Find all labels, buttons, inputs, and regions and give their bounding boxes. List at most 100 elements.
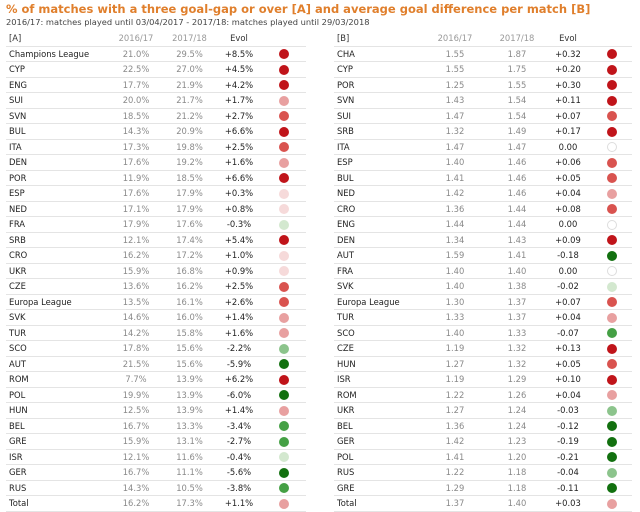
- table-a-cell-label: Europa League: [6, 294, 110, 310]
- table-b-cell-v2: 1.44: [490, 201, 544, 217]
- table-b-cell-evol: -0.18: [544, 247, 592, 264]
- table-a-cell-label: SVK: [6, 309, 110, 326]
- table-a-cell-label: RUS: [6, 480, 110, 496]
- table-b-cell-v2: 1.55: [490, 77, 544, 93]
- table-b-cell-indicator: [592, 154, 632, 171]
- table-a-cell-evol: +1.7%: [217, 92, 261, 109]
- table-b-cell-v1: 1.43: [420, 92, 490, 109]
- table-a-cell-v2: 13.1%: [162, 433, 217, 450]
- table-a-cell-label: GRE: [6, 433, 110, 450]
- table-a-cell-indicator: [261, 464, 306, 481]
- page-subtitle: 2016/17: matches played until 03/04/2017…: [6, 17, 370, 27]
- table-b-cell-label: Total: [334, 495, 420, 512]
- table-b-cell-v1: 1.40: [420, 278, 490, 295]
- table-b-cell-evol: -0.03: [544, 402, 592, 419]
- evolution-dot-icon: [607, 390, 617, 400]
- table-b-cell-v1: 1.29: [420, 480, 490, 496]
- table-b-cell-indicator: [592, 495, 632, 512]
- table-b-cell-indicator: [592, 278, 632, 295]
- table-a-cell-evol: -2.2%: [217, 340, 261, 357]
- table-a-cell-evol: +6.6%: [217, 123, 261, 140]
- table-b-cell-evol: +0.11: [544, 92, 592, 109]
- table-a-cell-label: SUI: [6, 92, 110, 109]
- table-row: CRO 16.2% 17.2% +1.0%: [6, 247, 306, 264]
- evolution-dot-icon: [607, 235, 617, 245]
- table-a-cell-label: POL: [6, 387, 110, 403]
- table-a-cell-v1: 19.9%: [110, 387, 162, 403]
- table-b-cell-label: POR: [334, 77, 420, 93]
- table-b-cell-v1: 1.44: [420, 216, 490, 233]
- table-a-cell-indicator: [261, 201, 306, 217]
- table-b-cell-evol: +0.09: [544, 232, 592, 248]
- table-a-cell-label: GER: [6, 464, 110, 481]
- table-b-cell-evol: +0.07: [544, 294, 592, 310]
- table-b-cell-evol: +0.07: [544, 108, 592, 124]
- table-a-cell-evol: -2.7%: [217, 433, 261, 450]
- table-a-cell-v2: 11.1%: [162, 464, 217, 481]
- table-b-cell-evol: +0.13: [544, 340, 592, 357]
- table-row: NED 1.42 1.46 +0.04: [334, 185, 632, 202]
- table-a-cell-v2: 15.8%: [162, 325, 217, 341]
- table-b-cell-v1: 1.32: [420, 123, 490, 140]
- table-row: UKR 1.27 1.24 -0.03: [334, 402, 632, 419]
- evolution-dot-icon: [278, 343, 289, 354]
- evolution-dot-icon: [607, 421, 617, 431]
- table-b-cell-v1: 1.22: [420, 387, 490, 403]
- evolution-dot-icon: [607, 266, 617, 276]
- table-b-cell-evol: -0.11: [544, 480, 592, 496]
- table-a-cell-v1: 11.9%: [110, 170, 162, 186]
- table-a-cell-indicator: [261, 340, 306, 357]
- table-b-cell-label: SCO: [334, 325, 420, 341]
- table-a-header-cell: 2016/17: [110, 31, 162, 47]
- table-b-cell-indicator: [592, 340, 632, 357]
- table-b-cell-label: SVN: [334, 92, 420, 109]
- table-row: CZE 13.6% 16.2% +2.5%: [6, 278, 306, 295]
- table-row: ROM 7.7% 13.9% +6.2%: [6, 371, 306, 388]
- table-a-cell-indicator: [261, 61, 306, 78]
- table-a-cell-evol: -0.3%: [217, 216, 261, 233]
- table-a-cell-indicator: [261, 294, 306, 310]
- table-b-cell-v1: 1.55: [420, 46, 490, 62]
- table-b: [B] 2016/17 2017/18 Evol CHA 1.55 1.87 +0.32 CYP…: [334, 31, 632, 512]
- table-row: TUR 14.2% 15.8% +1.6%: [6, 325, 306, 341]
- table-row: CZE 1.19 1.32 +0.13: [334, 340, 632, 357]
- table-b-cell-indicator: [592, 371, 632, 388]
- evolution-dot-icon: [278, 49, 289, 59]
- evolution-dot-icon: [607, 219, 617, 230]
- table-row: BEL 16.7% 13.3% -3.4%: [6, 418, 306, 434]
- table-row: FRA 17.9% 17.6% -0.3%: [6, 216, 306, 233]
- table-row: GER 16.7% 11.1% -5.6%: [6, 464, 306, 481]
- table-row: NED 17.1% 17.9% +0.8%: [6, 201, 306, 217]
- table-b-cell-label: NED: [334, 185, 420, 202]
- evolution-dot-icon: [278, 312, 289, 323]
- table-a-cell-v2: 20.9%: [162, 123, 217, 140]
- table-a-cell-v2: 10.5%: [162, 480, 217, 496]
- table-b-header-cell: 2016/17: [420, 31, 490, 47]
- table-a-cell-v1: 7.7%: [110, 371, 162, 388]
- table-row: ESP 1.40 1.46 +0.06: [334, 154, 632, 171]
- table-a-cell-label: DEN: [6, 154, 110, 171]
- table-a-cell-indicator: [261, 480, 306, 496]
- table-b-header-cell: Evol: [544, 31, 592, 47]
- table-row: SVN 18.5% 21.2% +2.7%: [6, 108, 306, 124]
- table-a-header-cell: Evol: [217, 31, 261, 47]
- table-b-cell-evol: +0.05: [544, 356, 592, 372]
- evolution-dot-icon: [607, 157, 617, 168]
- table-b-cell-label: ESP: [334, 154, 420, 171]
- evolution-dot-icon: [607, 328, 617, 338]
- table-a-cell-indicator: [261, 170, 306, 186]
- evolution-dot-icon: [607, 250, 617, 261]
- table-b-cell-v1: 1.42: [420, 433, 490, 450]
- evolution-dot-icon: [278, 157, 289, 168]
- evolution-dot-icon: [278, 498, 289, 509]
- table-a-header-cell: [A]: [6, 31, 110, 47]
- table-row: POL 19.9% 13.9% -6.0%: [6, 387, 306, 403]
- table-a-cell-label: CZE: [6, 278, 110, 295]
- table-a-cell-v2: 18.5%: [162, 170, 217, 186]
- table-a-header-cell: [261, 31, 306, 47]
- table-a-cell-label: ISR: [6, 449, 110, 465]
- table-b-cell-label: FRA: [334, 263, 420, 279]
- table-b-cell-indicator: [592, 433, 632, 450]
- table-row: SVN 1.43 1.54 +0.11: [334, 92, 632, 109]
- table-a-cell-indicator: [261, 232, 306, 248]
